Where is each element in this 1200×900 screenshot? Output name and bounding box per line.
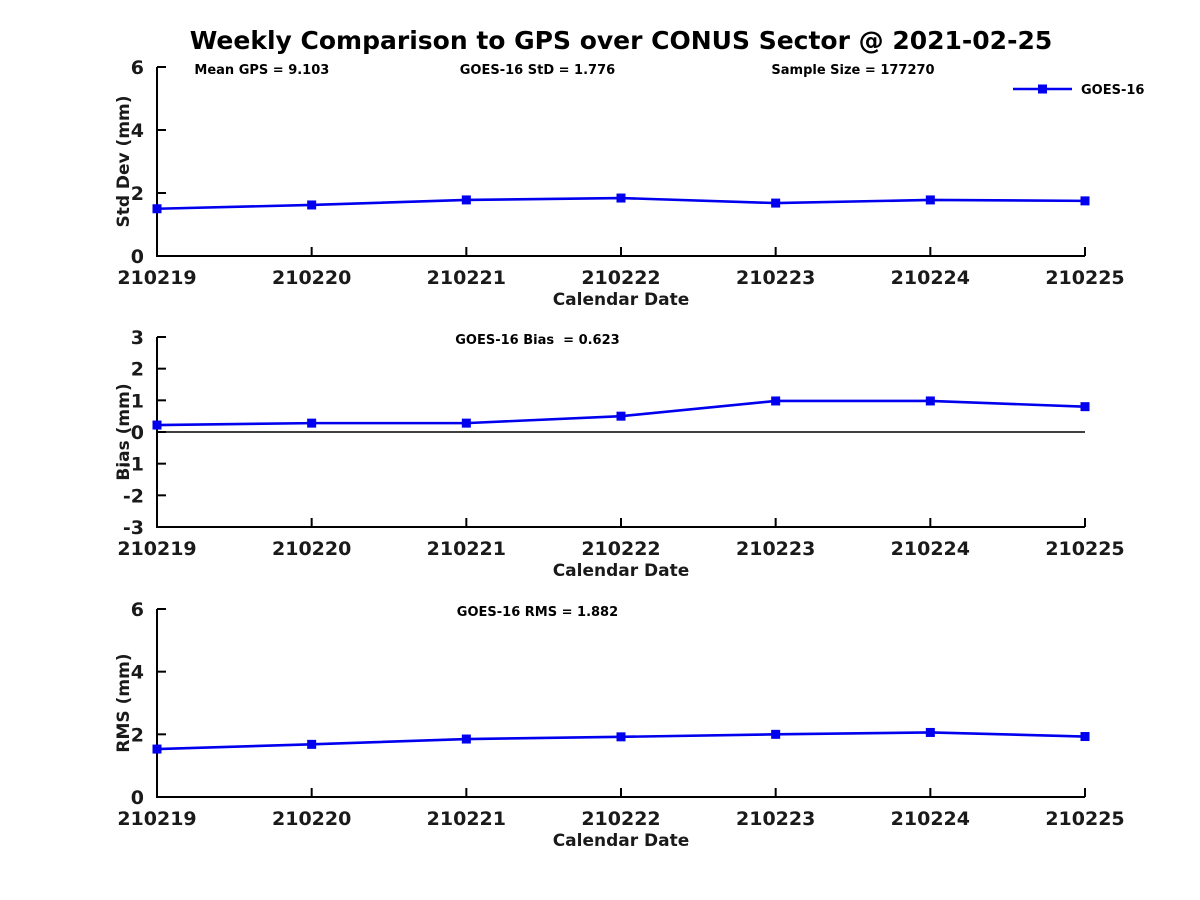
x-axis-label: Calendar Date [553, 561, 690, 581]
y-tick-label: 2 [131, 724, 144, 746]
series-marker [152, 420, 162, 430]
stat-annotation: Sample Size = 177270 [771, 63, 934, 78]
series-marker [925, 727, 935, 737]
x-tick-label: 210223 [736, 267, 815, 289]
rms-chart: 0 2 4 6 210219 210220 210221 210222 210223 210224… [114, 599, 1125, 851]
y-tick-label: -2 [123, 485, 144, 507]
series-marker [616, 193, 626, 203]
x-tick-label: 210221 [427, 808, 506, 830]
axis-spine [156, 609, 1085, 798]
x-tick-label: 210219 [117, 538, 196, 560]
series-marker [1080, 402, 1090, 412]
series-marker [461, 418, 471, 428]
series-marker [1080, 732, 1090, 742]
series-marker [925, 396, 935, 406]
stat-annotation: GOES-16 RMS = 1.882 [457, 605, 618, 620]
y-tick-label: 2 [131, 359, 144, 381]
series-marker [152, 204, 162, 214]
y-tick-label: 0 [131, 422, 144, 444]
y-axis-label: Std Dev (mm) [114, 95, 134, 227]
x-tick-label: 210222 [581, 267, 660, 289]
x-tick-label: 210225 [1045, 267, 1124, 289]
series-marker [307, 200, 317, 210]
x-axis-label: Calendar Date [553, 831, 690, 851]
y-tick-label: 1 [131, 390, 144, 412]
series-marker [771, 396, 781, 406]
x-tick-label: 210219 [117, 267, 196, 289]
x-tick-label: 210224 [891, 538, 970, 560]
y-tick-label: -1 [123, 454, 144, 476]
series-marker [307, 739, 317, 749]
series-marker [461, 734, 471, 744]
y-tick-label: 2 [131, 183, 144, 205]
series-marker [307, 418, 317, 428]
legend-label: GOES-16 [1081, 83, 1144, 98]
charts-root: 0 2 4 6 210219 210220 210221 210222 210223 210224… [114, 57, 1144, 851]
series-marker [771, 729, 781, 739]
x-tick-label: 210220 [272, 267, 351, 289]
x-tick-label: 210219 [117, 808, 196, 830]
y-tick-label: 0 [131, 787, 144, 809]
y-tick-label: 3 [131, 327, 144, 349]
x-tick-label: 210225 [1045, 538, 1124, 560]
legend-marker [1038, 84, 1047, 94]
series-marker [616, 411, 626, 421]
y-axis-label: Bias (mm) [114, 383, 134, 480]
series-marker [461, 195, 471, 205]
x-tick-label: 210220 [272, 538, 351, 560]
x-tick-label: 210223 [736, 808, 815, 830]
y-tick-label: 6 [131, 57, 144, 79]
std-dev-chart: 0 2 4 6 210219 210220 210221 210222 210223 210224… [114, 57, 1144, 310]
x-axis-label: Calendar Date [553, 290, 690, 310]
bias-chart: -3 -2 -1 0 1 2 3 210219 210220 210221 210222 210223… [114, 327, 1125, 581]
series-marker [771, 198, 781, 208]
x-tick-label: 210223 [736, 538, 815, 560]
y-tick-label: 4 [131, 662, 144, 684]
x-tick-label: 210222 [581, 808, 660, 830]
stat-annotation: GOES-16 Bias = 0.623 [455, 333, 619, 348]
x-tick-label: 210225 [1045, 808, 1124, 830]
y-axis-label: RMS (mm) [114, 653, 134, 752]
axis-spine [156, 67, 1085, 257]
x-tick-label: 210220 [272, 808, 351, 830]
y-tick-label: 0 [131, 246, 144, 268]
series-marker [152, 744, 162, 754]
stat-annotation: Mean GPS = 9.103 [194, 63, 329, 78]
stat-annotation: GOES-16 StD = 1.776 [460, 63, 615, 78]
y-tick-label: -3 [123, 517, 144, 539]
x-tick-label: 210224 [891, 267, 970, 289]
x-tick-label: 210221 [427, 267, 506, 289]
y-tick-label: 4 [131, 120, 144, 142]
x-tick-label: 210224 [891, 808, 970, 830]
series-marker [925, 195, 935, 205]
x-tick-label: 210221 [427, 538, 506, 560]
figure-title: Weekly Comparison to GPS over CONUS Sect… [190, 26, 1053, 55]
series-marker [616, 732, 626, 742]
y-tick-label: 6 [131, 599, 144, 621]
x-tick-label: 210222 [581, 538, 660, 560]
series-marker [1080, 196, 1090, 206]
